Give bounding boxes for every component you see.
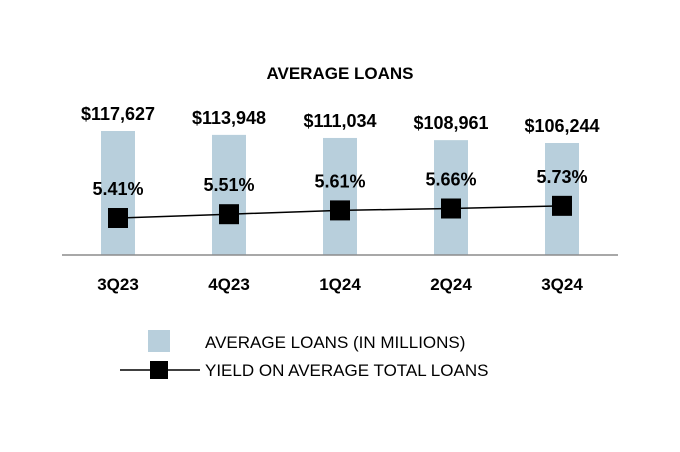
- legend-marker-square: [150, 361, 168, 379]
- yield-marker-4q23: [219, 204, 239, 225]
- bar-value-label: $106,244: [524, 116, 599, 136]
- x-tick-label: 2Q24: [430, 275, 472, 294]
- bar-value-label: $108,961: [413, 113, 488, 133]
- yield-value-label: 5.66%: [425, 170, 476, 190]
- yield-value-label: 5.41%: [92, 179, 143, 199]
- bar-value-label: $113,948: [192, 108, 266, 128]
- legend-label-average-loans: AVERAGE LOANS (IN MILLIONS): [205, 333, 465, 352]
- legend-label-yield: YIELD ON AVERAGE TOTAL LOANS: [205, 361, 488, 380]
- yield-marker-1q24: [330, 200, 350, 221]
- yield-value-label: 5.73%: [536, 167, 587, 187]
- yield-value-label: 5.61%: [314, 171, 365, 191]
- x-tick-label: 4Q23: [208, 275, 250, 294]
- bar-3q23: [101, 131, 135, 255]
- x-tick-label: 1Q24: [319, 275, 361, 294]
- x-tick-label: 3Q24: [541, 275, 583, 294]
- x-tick-label: 3Q23: [97, 275, 139, 294]
- bar-1q24: [323, 137, 357, 255]
- legend: AVERAGE LOANS (IN MILLIONS) YIELD ON AVE…: [120, 330, 488, 380]
- chart-title: AVERAGE LOANS: [266, 64, 413, 83]
- bar-2q24: [434, 140, 468, 255]
- yield-marker-3q24: [552, 195, 572, 216]
- yield-marker-2q24: [441, 198, 461, 219]
- yield-marker-3q23: [108, 208, 128, 228]
- bar-value-label: $111,034: [303, 111, 376, 131]
- bar-4q23: [212, 134, 246, 255]
- yield-value-label: 5.51%: [203, 175, 254, 195]
- bar-value-label: $117,627: [81, 104, 155, 124]
- legend-swatch-bar: [148, 330, 170, 352]
